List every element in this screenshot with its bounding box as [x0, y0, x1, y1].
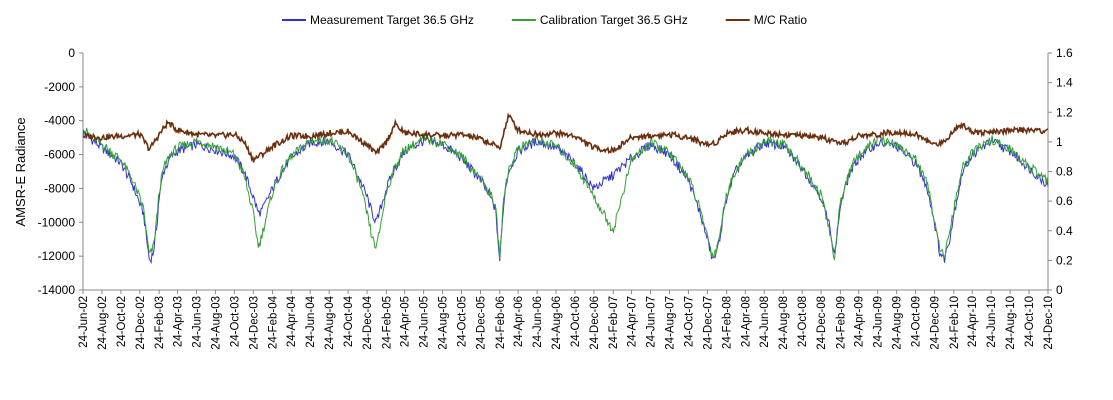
series-line [82, 127, 1049, 262]
x-tick-label: 24-Apr-05 [400, 296, 412, 347]
x-tick-label: 24-Apr-10 [967, 296, 979, 347]
y2-tick-label: 0.6 [1056, 194, 1073, 208]
x-tick-label: 24-Aug-10 [1005, 296, 1017, 350]
x-tick-label: 24-Dec-08 [816, 296, 828, 350]
x-tick-label: 24-Jun-08 [759, 296, 771, 348]
y-tick-label: -2000 [44, 80, 75, 94]
legend-entry: M/C Ratio [754, 13, 808, 27]
x-tick-label: 24-Jun-04 [305, 295, 317, 347]
y2-tick-label: 1.6 [1056, 46, 1073, 60]
x-tick-label: 24-Oct-02 [116, 296, 128, 347]
x-tick-label: 24-Dec-05 [476, 296, 488, 350]
x-tick-label: 24-Feb-04 [268, 295, 280, 349]
x-tick-label: 24-Oct-05 [457, 296, 469, 347]
x-tick-label: 24-Dec-10 [1043, 296, 1055, 350]
y-tick-label: -12000 [38, 249, 76, 263]
x-tick-label: 24-Dec-03 [248, 296, 260, 350]
x-tick-label: 24-Apr-04 [286, 295, 298, 347]
series-line [82, 112, 1049, 163]
x-tick-label: 24-Feb-06 [495, 296, 507, 349]
x-tick-label: 24-Jun-06 [532, 296, 544, 348]
x-tick-label: 24-Oct-07 [683, 296, 695, 347]
x-tick-label: 24-Aug-07 [665, 296, 677, 350]
x-tick-label: 24-Feb-08 [722, 296, 734, 349]
x-tick-label: 24-Jun-10 [986, 296, 998, 348]
x-tick-label: 24-Jun-07 [646, 296, 658, 348]
x-tick-label: 24-Dec-07 [702, 296, 714, 350]
x-tick-label: 24-Aug-05 [438, 296, 450, 350]
y2-tick-label: 0 [1056, 283, 1063, 297]
x-tick-label: 24-Feb-09 [835, 296, 847, 349]
x-tick-label: 24-Dec-04 [362, 295, 374, 349]
x-tick-label: 24-Apr-09 [854, 296, 866, 347]
y2-tick-label: 0.4 [1056, 224, 1073, 238]
x-tick-label: 24-Oct-06 [570, 296, 582, 347]
y2-tick-label: 0.2 [1056, 253, 1073, 267]
x-tick-label: 24-Dec-06 [589, 296, 601, 350]
x-tick-label: 24-Aug-09 [892, 296, 904, 350]
x-tick-label: 24-Aug-03 [210, 296, 222, 350]
x-tick-label: 24-Jun-03 [191, 296, 203, 348]
x-tick-label: 24-Dec-02 [135, 296, 147, 350]
y-axis-label: AMSR-E Radiance [13, 117, 28, 226]
y2-tick-label: 1.2 [1056, 105, 1073, 119]
x-tick-label: 24-Aug-04 [324, 295, 336, 349]
y2-tick-label: 1.4 [1056, 76, 1073, 90]
x-tick-label: 24-Jun-09 [873, 296, 885, 348]
legend-entry: Measurement Target 36.5 GHz [310, 13, 474, 27]
y-tick-label: -14000 [38, 283, 76, 297]
x-tick-label: 24-Oct-08 [797, 296, 809, 347]
y2-tick-label: 1 [1056, 135, 1063, 149]
x-tick-label: 24-Apr-06 [513, 296, 525, 347]
y-tick-label: -6000 [44, 148, 75, 162]
x-tick-label: 24-Aug-08 [778, 296, 790, 350]
y-tick-label: -10000 [38, 215, 76, 229]
x-tick-label: 24-Oct-09 [911, 296, 923, 347]
x-tick-label: 24-Jun-05 [419, 296, 431, 348]
x-tick-label: 24-Oct-03 [229, 296, 241, 347]
x-tick-label: 24-Apr-07 [627, 296, 639, 347]
x-tick-label: 24-Apr-08 [740, 296, 752, 347]
x-tick-label: 24-Oct-10 [1024, 296, 1036, 347]
x-tick-label: 24-Feb-10 [949, 296, 961, 349]
y-tick-label: 0 [68, 46, 75, 60]
x-tick-label: 24-Apr-03 [173, 296, 185, 347]
y-tick-label: -4000 [44, 114, 75, 128]
x-tick-label: 24-Dec-09 [930, 296, 942, 350]
x-tick-label: 24-Feb-07 [608, 296, 620, 349]
x-tick-label: 24-Feb-03 [154, 296, 166, 349]
x-tick-label: 24-Jun-02 [78, 296, 90, 348]
legend: Measurement Target 36.5 GHz Calibration T… [282, 13, 807, 27]
axes: 0 -2000 -4000 -6000 -8000 -10000 -12000 -14000 1… [38, 46, 1073, 350]
y2-tick-label: 0.8 [1056, 165, 1073, 179]
plot-area [82, 112, 1049, 265]
x-tick-label: 24-Oct-04 [343, 295, 355, 347]
x-tick-label: 24-Aug-02 [97, 296, 109, 350]
x-tick-label: 24-Aug-06 [551, 296, 563, 350]
y-tick-label: -8000 [44, 181, 75, 195]
legend-entry: Calibration Target 36.5 GHz [540, 13, 688, 27]
x-tick-label: 24-Feb-05 [381, 296, 393, 349]
